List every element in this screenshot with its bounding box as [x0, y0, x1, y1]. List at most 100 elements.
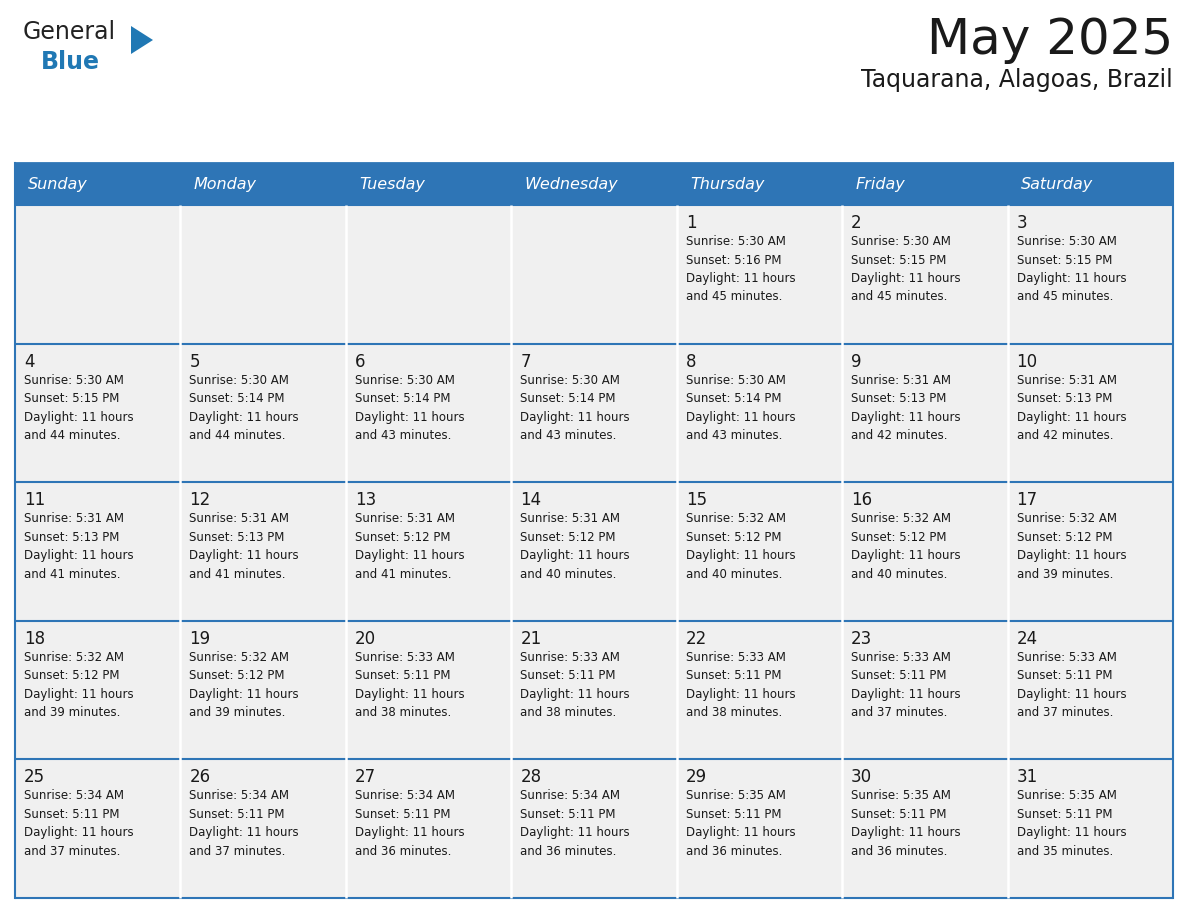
Text: Daylight: 11 hours: Daylight: 11 hours: [24, 688, 133, 700]
Text: Sunrise: 5:32 AM: Sunrise: 5:32 AM: [1017, 512, 1117, 525]
Text: 31: 31: [1017, 768, 1038, 787]
Bar: [677, 759, 842, 898]
Bar: [511, 343, 677, 482]
Text: Sunset: 5:11 PM: Sunset: 5:11 PM: [520, 808, 615, 821]
Polygon shape: [131, 26, 153, 54]
Text: Daylight: 11 hours: Daylight: 11 hours: [851, 410, 961, 423]
Text: Sunrise: 5:30 AM: Sunrise: 5:30 AM: [851, 235, 952, 248]
Text: General: General: [23, 20, 116, 44]
Text: Sunrise: 5:30 AM: Sunrise: 5:30 AM: [685, 235, 785, 248]
Text: May 2025: May 2025: [927, 16, 1173, 64]
Text: 25: 25: [24, 768, 45, 787]
Bar: [181, 205, 346, 343]
Text: Sunrise: 5:31 AM: Sunrise: 5:31 AM: [355, 512, 455, 525]
Text: Daylight: 11 hours: Daylight: 11 hours: [520, 549, 630, 562]
Text: and 40 minutes.: and 40 minutes.: [520, 567, 617, 581]
Text: Daylight: 11 hours: Daylight: 11 hours: [520, 826, 630, 839]
Bar: [181, 343, 346, 482]
Text: Sunset: 5:11 PM: Sunset: 5:11 PM: [1017, 808, 1112, 821]
Text: 27: 27: [355, 768, 375, 787]
Bar: [842, 205, 1007, 343]
Text: Sunset: 5:11 PM: Sunset: 5:11 PM: [685, 669, 782, 682]
Bar: [346, 205, 511, 343]
Text: Wednesday: Wednesday: [525, 176, 618, 192]
Text: Sunset: 5:11 PM: Sunset: 5:11 PM: [520, 669, 615, 682]
Text: Sunset: 5:11 PM: Sunset: 5:11 PM: [355, 808, 450, 821]
Text: Sunset: 5:13 PM: Sunset: 5:13 PM: [24, 531, 119, 543]
Text: Daylight: 11 hours: Daylight: 11 hours: [189, 549, 299, 562]
Text: 30: 30: [851, 768, 872, 787]
Text: Sunrise: 5:31 AM: Sunrise: 5:31 AM: [189, 512, 290, 525]
Bar: [677, 482, 842, 621]
Text: 16: 16: [851, 491, 872, 509]
Bar: [181, 759, 346, 898]
Text: Sunrise: 5:33 AM: Sunrise: 5:33 AM: [355, 651, 455, 664]
Text: Sunrise: 5:31 AM: Sunrise: 5:31 AM: [520, 512, 620, 525]
Text: Sunrise: 5:33 AM: Sunrise: 5:33 AM: [520, 651, 620, 664]
Text: Sunrise: 5:34 AM: Sunrise: 5:34 AM: [355, 789, 455, 802]
Text: Sunrise: 5:34 AM: Sunrise: 5:34 AM: [24, 789, 124, 802]
Text: Sunrise: 5:35 AM: Sunrise: 5:35 AM: [1017, 789, 1117, 802]
Text: Saturday: Saturday: [1020, 176, 1093, 192]
Text: Daylight: 11 hours: Daylight: 11 hours: [520, 410, 630, 423]
Text: 15: 15: [685, 491, 707, 509]
Text: 28: 28: [520, 768, 542, 787]
Text: and 41 minutes.: and 41 minutes.: [355, 567, 451, 581]
Text: and 43 minutes.: and 43 minutes.: [520, 429, 617, 442]
Bar: [511, 759, 677, 898]
Text: Sunset: 5:14 PM: Sunset: 5:14 PM: [189, 392, 285, 405]
Text: Sunset: 5:12 PM: Sunset: 5:12 PM: [355, 531, 450, 543]
Bar: [15, 205, 181, 343]
Text: and 35 minutes.: and 35 minutes.: [1017, 845, 1113, 858]
Text: Daylight: 11 hours: Daylight: 11 hours: [24, 826, 133, 839]
Text: 21: 21: [520, 630, 542, 648]
Text: Daylight: 11 hours: Daylight: 11 hours: [851, 826, 961, 839]
Text: 17: 17: [1017, 491, 1037, 509]
Text: and 37 minutes.: and 37 minutes.: [1017, 706, 1113, 720]
Text: Sunrise: 5:31 AM: Sunrise: 5:31 AM: [851, 374, 952, 386]
Text: Sunrise: 5:31 AM: Sunrise: 5:31 AM: [24, 512, 124, 525]
Text: Sunrise: 5:33 AM: Sunrise: 5:33 AM: [851, 651, 952, 664]
Text: Tuesday: Tuesday: [359, 176, 425, 192]
Text: 8: 8: [685, 353, 696, 371]
Bar: [15, 163, 1173, 205]
Text: and 38 minutes.: and 38 minutes.: [685, 706, 782, 720]
Text: Sunset: 5:11 PM: Sunset: 5:11 PM: [189, 808, 285, 821]
Text: 29: 29: [685, 768, 707, 787]
Text: Sunset: 5:12 PM: Sunset: 5:12 PM: [189, 669, 285, 682]
Bar: [1007, 343, 1173, 482]
Text: 24: 24: [1017, 630, 1037, 648]
Text: and 44 minutes.: and 44 minutes.: [189, 429, 286, 442]
Text: and 36 minutes.: and 36 minutes.: [520, 845, 617, 858]
Text: Sunrise: 5:30 AM: Sunrise: 5:30 AM: [1017, 235, 1117, 248]
Bar: [511, 621, 677, 759]
Text: 19: 19: [189, 630, 210, 648]
Text: Sunrise: 5:30 AM: Sunrise: 5:30 AM: [24, 374, 124, 386]
Bar: [1007, 205, 1173, 343]
Text: Sunrise: 5:33 AM: Sunrise: 5:33 AM: [1017, 651, 1117, 664]
Text: Sunset: 5:11 PM: Sunset: 5:11 PM: [24, 808, 120, 821]
Text: Daylight: 11 hours: Daylight: 11 hours: [189, 688, 299, 700]
Text: Sunrise: 5:30 AM: Sunrise: 5:30 AM: [685, 374, 785, 386]
Text: 22: 22: [685, 630, 707, 648]
Bar: [181, 621, 346, 759]
Text: Sunset: 5:12 PM: Sunset: 5:12 PM: [1017, 531, 1112, 543]
Text: 6: 6: [355, 353, 366, 371]
Text: Sunrise: 5:35 AM: Sunrise: 5:35 AM: [685, 789, 785, 802]
Bar: [346, 482, 511, 621]
Text: 2: 2: [851, 214, 861, 232]
Text: Sunrise: 5:32 AM: Sunrise: 5:32 AM: [24, 651, 124, 664]
Text: and 41 minutes.: and 41 minutes.: [24, 567, 120, 581]
Bar: [15, 759, 181, 898]
Text: and 45 minutes.: and 45 minutes.: [851, 290, 948, 304]
Text: and 38 minutes.: and 38 minutes.: [520, 706, 617, 720]
Text: and 42 minutes.: and 42 minutes.: [851, 429, 948, 442]
Text: Daylight: 11 hours: Daylight: 11 hours: [1017, 688, 1126, 700]
Bar: [842, 759, 1007, 898]
Bar: [842, 343, 1007, 482]
Text: and 43 minutes.: and 43 minutes.: [685, 429, 782, 442]
Text: Sunset: 5:14 PM: Sunset: 5:14 PM: [685, 392, 782, 405]
Text: Daylight: 11 hours: Daylight: 11 hours: [189, 826, 299, 839]
Bar: [677, 343, 842, 482]
Bar: [677, 205, 842, 343]
